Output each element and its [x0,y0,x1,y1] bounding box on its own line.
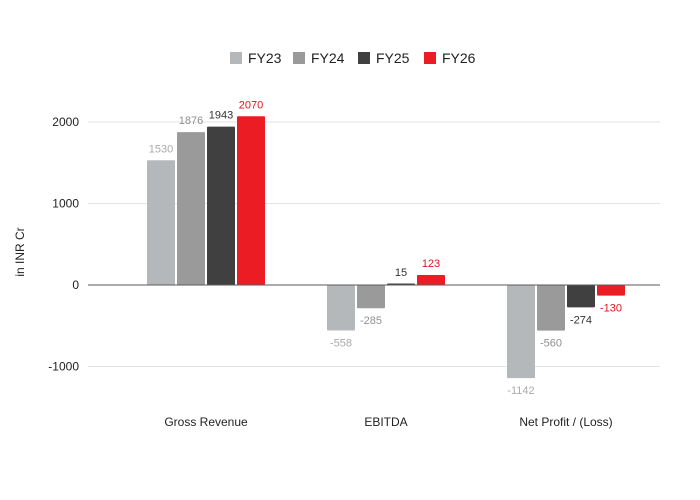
legend-swatch-fy24 [293,52,305,64]
legend-swatch-fy26 [424,52,436,64]
legend-swatch-fy23 [230,52,242,64]
y-tick-label: 2000 [52,115,79,129]
bar-fy23-2 [507,285,535,379]
bar-fy26-2 [597,285,625,296]
bar-fy25-2 [567,285,595,308]
bar-fy23-1 [327,285,355,331]
legend-label-fy25: FY25 [376,50,410,66]
category-label: Net Profit / (Loss) [519,415,612,429]
bar-fy25-0 [207,126,235,285]
bar-fy24-0 [177,132,205,285]
data-label-fy25-2: -274 [570,314,592,326]
bar-fy26-0 [237,116,265,285]
data-label-fy24-1: -285 [360,315,382,327]
legend: FY23 FY24 FY25 FY26 [230,50,476,66]
legend-label-fy26: FY26 [442,50,476,66]
y-tick-label: -1000 [48,360,79,374]
data-label-fy26-1: 123 [422,258,440,270]
data-label-fy25-0: 1943 [209,110,233,122]
data-label-fy23-0: 1530 [149,143,173,155]
data-label-fy23-2: -1142 [507,385,534,397]
category-label: EBITDA [364,415,407,429]
y-tick-label: 0 [72,278,79,292]
data-labels: 1530 1876 1943 2070 -558 -285 15 123 -1142 -560 -2… [149,99,622,397]
bar-fy24-2 [537,285,565,331]
axes: -1000 0 1000 2000 Gross Revenue EBITDA Net Pro… [48,115,612,429]
legend-label-fy23: FY23 [248,50,282,66]
category-label: Gross Revenue [164,415,248,429]
data-label-fy23-1: -558 [330,337,352,349]
data-label-fy25-1: 15 [395,267,407,279]
bar-fy26-1 [417,274,445,285]
data-label-fy24-2: -560 [540,338,562,350]
y-tick-label: 1000 [52,197,79,211]
data-label-fy24-0: 1876 [179,115,203,127]
bars [147,116,625,379]
legend-label-fy24: FY24 [311,50,345,66]
bar-fy24-1 [357,285,385,309]
data-label-fy26-2: -130 [600,303,622,315]
legend-swatch-fy25 [358,52,370,64]
y-axis-label: in INR Cr [13,227,27,276]
bar-fy23-0 [147,160,175,285]
data-label-fy26-0: 2070 [239,99,263,111]
